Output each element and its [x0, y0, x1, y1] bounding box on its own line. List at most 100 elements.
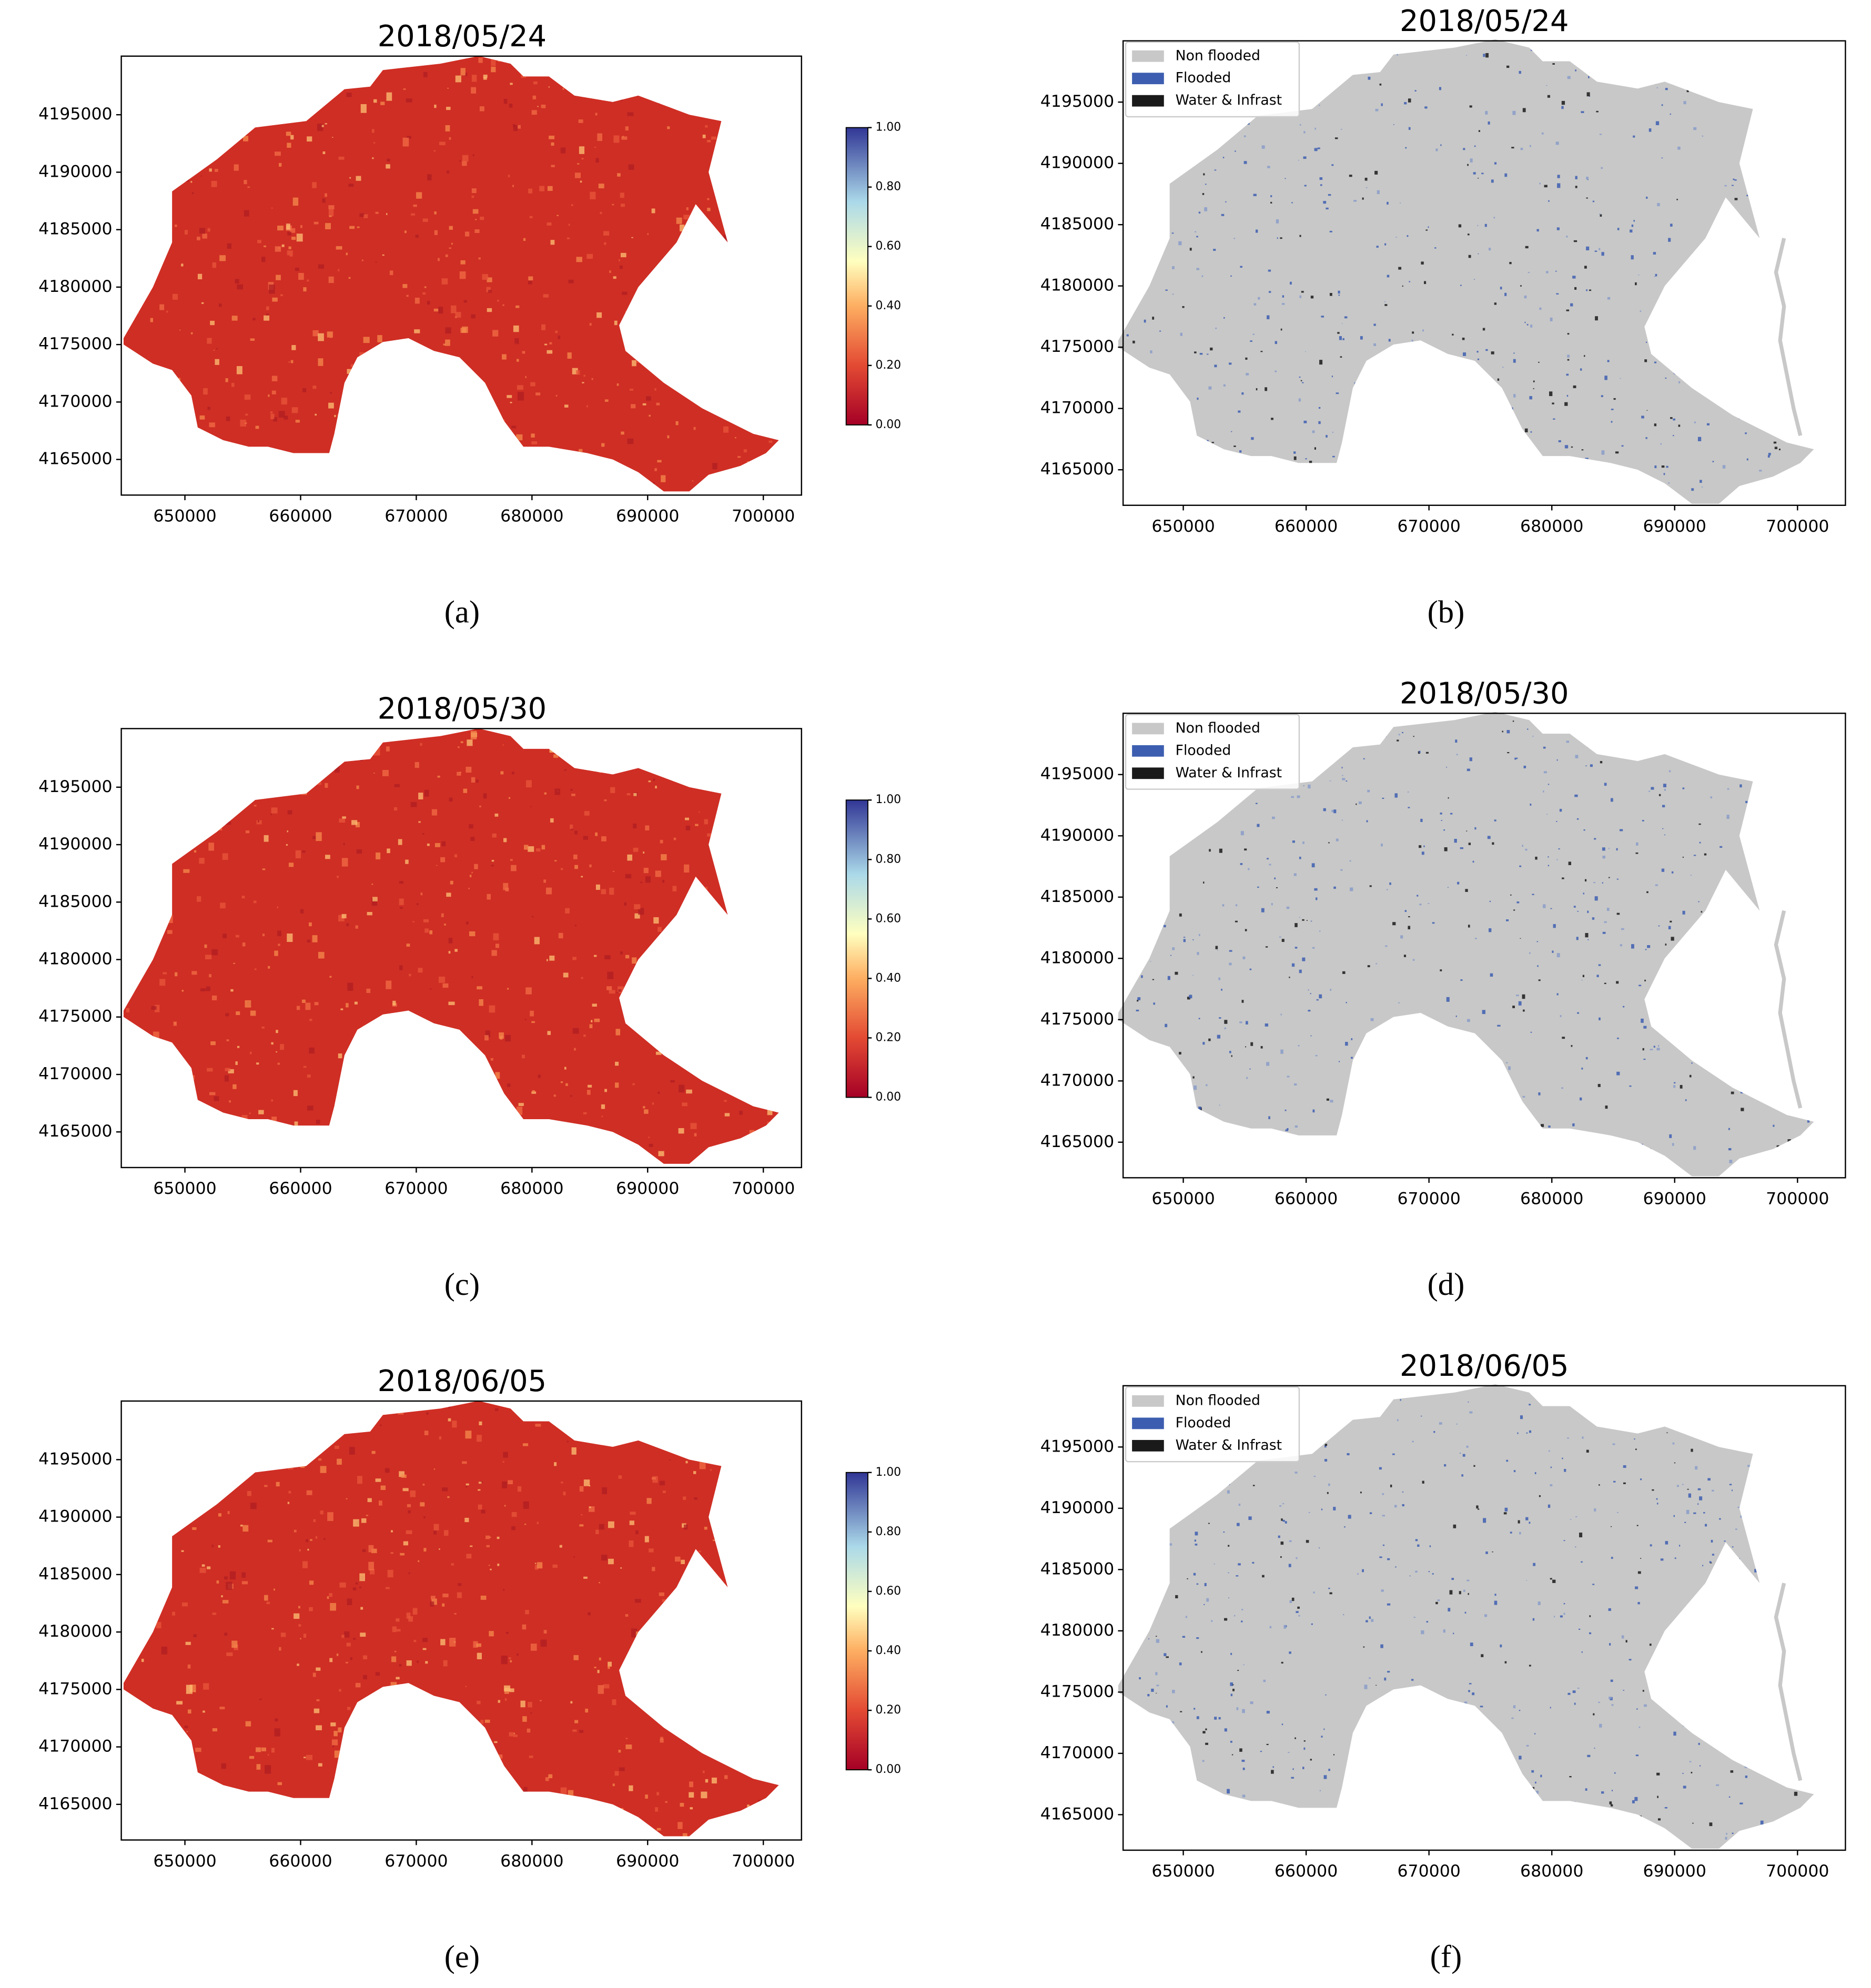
texture-speck	[360, 1120, 362, 1123]
texture-speck	[130, 304, 135, 308]
texture-speck	[1443, 500, 1445, 502]
texture-speck	[1219, 1017, 1221, 1019]
texture-speck	[744, 1716, 746, 1718]
texture-speck	[437, 1730, 439, 1732]
texture-speck	[633, 793, 637, 796]
texture-speck	[324, 744, 331, 748]
texture-speck	[355, 1582, 358, 1585]
texture-speck	[155, 1513, 157, 1516]
texture-speck	[1674, 1557, 1676, 1559]
texture-speck	[1574, 1702, 1576, 1705]
texture-speck	[173, 1021, 177, 1026]
texture-speck	[1265, 1023, 1269, 1027]
texture-speck	[313, 221, 319, 225]
texture-speck	[1609, 877, 1610, 878]
texture-speck	[408, 1572, 410, 1574]
texture-speck	[441, 278, 448, 285]
texture-speck	[500, 419, 505, 426]
texture-speck	[1776, 1399, 1778, 1401]
texture-speck	[177, 1467, 180, 1469]
texture-speck	[713, 1073, 720, 1080]
texture-speck	[1266, 1062, 1270, 1066]
texture-speck	[1280, 237, 1282, 239]
texture-speck	[1710, 796, 1713, 799]
texture-speck	[269, 1797, 274, 1802]
texture-speck	[1237, 1845, 1238, 1846]
texture-speck	[230, 989, 234, 992]
texture-speck	[702, 1770, 705, 1773]
texture-speck	[1308, 784, 1311, 789]
texture-speck	[546, 887, 552, 895]
texture-speck	[1302, 1767, 1304, 1769]
texture-speck	[1189, 248, 1192, 251]
texture-speck	[271, 390, 276, 394]
texture-speck	[1633, 1171, 1635, 1172]
texture-speck	[356, 849, 362, 854]
texture-speck	[469, 931, 476, 937]
texture-speck	[1192, 975, 1194, 976]
texture-speck	[293, 1090, 298, 1097]
texture-speck	[1369, 1616, 1371, 1619]
texture-speck	[418, 1085, 420, 1087]
texture-speck	[511, 772, 514, 775]
texture-speck	[264, 98, 267, 102]
texture-speck	[1798, 1053, 1801, 1058]
texture-speck	[1623, 1690, 1624, 1691]
texture-speck	[591, 378, 593, 380]
texture-speck	[1218, 1717, 1221, 1720]
texture-speck	[1542, 1139, 1545, 1141]
texture-speck	[1778, 797, 1781, 800]
texture-speck	[1803, 1751, 1806, 1753]
texture-speck	[1156, 1636, 1157, 1637]
texture-speck	[1600, 760, 1603, 764]
texture-speck	[245, 1721, 251, 1727]
colorbar-tick-label: 1.00	[875, 121, 901, 134]
texture-speck	[1304, 100, 1308, 105]
texture-speck	[608, 1558, 614, 1565]
texture-speck	[294, 58, 298, 62]
texture-speck	[1621, 1635, 1624, 1639]
texture-speck	[653, 482, 655, 484]
texture-speck	[511, 865, 517, 871]
texture-speck	[418, 821, 421, 823]
texture-speck	[588, 1084, 592, 1088]
texture-speck	[1610, 798, 1613, 802]
texture-speck	[547, 222, 552, 226]
texture-speck	[302, 388, 307, 392]
texture-speck	[1285, 1159, 1287, 1161]
texture-speck	[1486, 1132, 1489, 1135]
texture-speck	[1384, 1134, 1388, 1138]
texture-speck	[1820, 976, 1822, 977]
texture-speck	[1532, 1618, 1535, 1621]
texture-speck	[264, 835, 269, 842]
x-tick-label: 690000	[1643, 517, 1706, 536]
texture-speck	[1281, 939, 1285, 942]
texture-speck	[1513, 1470, 1516, 1473]
texture-speck	[251, 768, 255, 771]
texture-speck	[464, 1796, 466, 1798]
x-tick-label: 680000	[1520, 1190, 1583, 1209]
texture-speck	[727, 817, 730, 820]
texture-speck	[1635, 852, 1639, 854]
texture-speck	[410, 1490, 416, 1497]
texture-speck	[270, 413, 275, 420]
texture-speck	[1506, 1062, 1508, 1063]
texture-speck	[660, 1738, 664, 1743]
texture-speck	[528, 276, 533, 281]
texture-speck	[1531, 1157, 1533, 1160]
texture-speck	[653, 778, 655, 781]
texture-speck	[666, 1044, 671, 1051]
texture-speck	[138, 304, 142, 307]
texture-speck	[1366, 480, 1368, 482]
texture-speck	[501, 479, 504, 483]
texture-speck	[1569, 1776, 1572, 1778]
texture-speck	[1309, 1424, 1312, 1427]
texture-speck	[1371, 1819, 1373, 1821]
texture-speck	[457, 746, 460, 748]
texture-speck	[743, 449, 747, 453]
texture-speck	[635, 1697, 641, 1704]
texture-speck	[404, 230, 407, 234]
texture-speck	[1652, 1489, 1654, 1491]
texture-speck	[1803, 224, 1806, 226]
texture-speck	[1738, 417, 1742, 419]
